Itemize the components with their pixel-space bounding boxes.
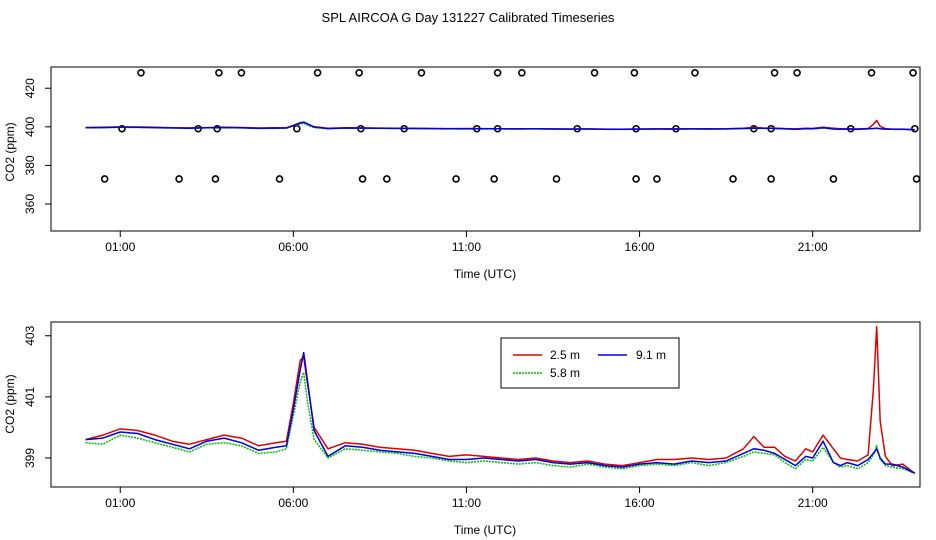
y-tick-label: 420 <box>23 78 37 98</box>
calibration-marker <box>275 175 284 183</box>
calibration-marker <box>313 68 322 77</box>
calibration-marker <box>137 68 145 77</box>
series-line-9-1m <box>85 121 915 131</box>
top-y-axis: 360 380 400 420 <box>23 78 51 214</box>
calibration-marker <box>770 68 779 77</box>
calibration-marker <box>691 68 699 77</box>
calibration-marker <box>653 175 661 183</box>
calibration-marker <box>293 124 301 133</box>
calibration-marker <box>911 124 919 133</box>
calibration-marker <box>793 68 801 77</box>
calibration-marker <box>237 68 246 77</box>
x-tick-label: 11:00 <box>452 240 481 254</box>
x-tick-label: 16:00 <box>625 496 655 510</box>
calibration-marker <box>383 175 391 183</box>
calibration-marker <box>490 175 498 183</box>
legend: 2.5 m 9.1 m 5.8 m <box>500 337 680 389</box>
x-tick-label: 21:00 <box>798 240 828 254</box>
page-title: SPL AIRCOA G Day 131227 Calibrated Times… <box>322 10 615 25</box>
calibration-marker <box>213 124 221 133</box>
calibration-marker <box>118 124 126 133</box>
series-line-5-8m <box>85 371 916 475</box>
y-tick-label: 403 <box>23 325 37 345</box>
bottom-x-axis-label: Time (UTC) <box>454 523 516 537</box>
top-y-axis-label: CO2 (ppm) <box>3 122 17 181</box>
calibration-marker <box>767 175 775 183</box>
calibration-marker <box>909 68 917 77</box>
x-tick-label: 06:00 <box>278 496 308 510</box>
top-x-axis: 01:00 06:00 11:00 16:00 21:00 <box>105 231 828 254</box>
calibration-marker <box>355 68 363 77</box>
calibration-marker <box>215 68 223 77</box>
top-x-axis-label: Time (UTC) <box>454 267 516 281</box>
calibration-marker <box>630 68 639 77</box>
x-tick-label: 21:00 <box>798 496 828 510</box>
series-line-2-5m <box>85 325 916 474</box>
calibration-marker <box>632 175 640 183</box>
top-plot-frame <box>50 66 921 232</box>
x-tick-label: 11:00 <box>452 496 481 510</box>
legend-label-5-8m: 5.8 m <box>550 366 580 380</box>
calibration-marker <box>729 175 737 183</box>
x-tick-label: 06:00 <box>278 240 308 254</box>
calibration-marker <box>829 175 838 183</box>
legend-label-2-5m: 2.5 m <box>550 348 580 362</box>
calibration-marker <box>175 175 183 183</box>
calibration-marker <box>452 175 460 183</box>
calibration-marker <box>867 68 876 77</box>
x-tick-label: 01:00 <box>105 496 135 510</box>
calibration-marker <box>518 68 526 77</box>
x-tick-label: 01:00 <box>105 240 135 254</box>
calibration-marker <box>211 175 220 183</box>
y-tick-label: 400 <box>23 116 37 136</box>
calibration-marker <box>552 175 561 183</box>
top-markers <box>100 68 921 183</box>
bottom-panel: 01:00 06:00 11:00 16:00 21:00 399 401 403 Time… <box>3 321 921 537</box>
calibration-marker <box>590 68 599 77</box>
bottom-y-axis: 399 401 403 <box>23 325 51 468</box>
bottom-x-axis: 01:00 06:00 11:00 16:00 21:00 <box>105 487 828 510</box>
calibration-marker <box>358 175 367 183</box>
legend-box <box>500 337 680 389</box>
x-tick-label: 16:00 <box>625 240 655 254</box>
top-series-lines <box>85 119 915 131</box>
y-tick-label: 399 <box>23 448 37 468</box>
bottom-plot-frame <box>50 321 921 488</box>
top-panel: 01:00 06:00 11:00 16:00 21:00 360 380 400 420 T… <box>3 66 921 281</box>
bottom-y-axis-label: CO2 (ppm) <box>3 374 17 433</box>
series-line-9-1m <box>85 351 916 474</box>
calibration-marker <box>417 68 426 77</box>
legend-label-9-1m: 9.1 m <box>636 348 666 362</box>
bottom-series-lines <box>85 325 916 475</box>
calibration-marker <box>493 68 502 77</box>
calibration-marker <box>100 175 109 183</box>
y-tick-label: 401 <box>23 387 37 407</box>
y-tick-label: 380 <box>23 155 37 175</box>
calibration-marker <box>912 175 921 183</box>
y-tick-label: 360 <box>23 194 37 214</box>
